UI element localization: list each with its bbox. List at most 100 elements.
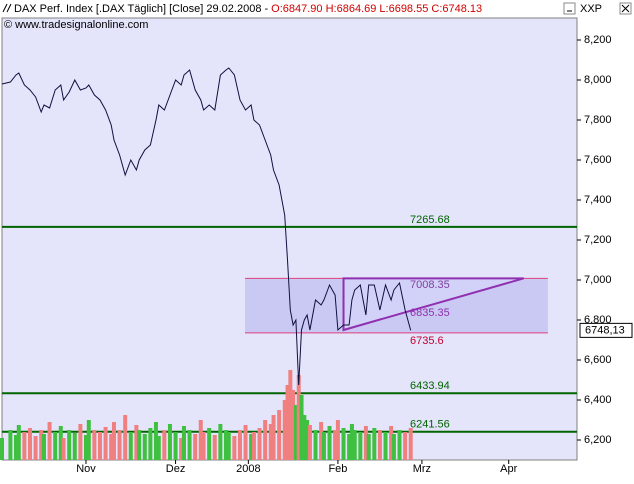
volume-bar bbox=[307, 425, 312, 460]
volume-bar bbox=[305, 420, 310, 460]
volume-bar bbox=[58, 426, 63, 460]
volume-bar bbox=[363, 426, 368, 460]
volume-bar bbox=[179, 438, 184, 460]
volume-bar bbox=[22, 432, 27, 460]
minimize-button[interactable] bbox=[563, 2, 576, 15]
volume-bar bbox=[349, 424, 354, 460]
y-tick-label: 6,200 bbox=[584, 434, 612, 446]
volume-bar bbox=[198, 420, 203, 460]
triangle bbox=[342, 277, 525, 332]
y-tick-label: 7,200 bbox=[584, 234, 612, 246]
volume-bar bbox=[137, 430, 142, 460]
box-top-label: 7008.35 bbox=[410, 279, 450, 291]
volume-bar bbox=[285, 385, 290, 460]
y-tick-label: 7,600 bbox=[584, 154, 612, 166]
y-tick-label: 7,400 bbox=[584, 194, 612, 206]
volume-bar bbox=[341, 428, 346, 460]
volume-bar bbox=[366, 434, 371, 460]
volume-bar bbox=[299, 395, 304, 460]
level-label: 6241.56 bbox=[410, 419, 450, 431]
volume-bar bbox=[232, 436, 237, 460]
price-line bbox=[1, 67, 412, 386]
volume-bar bbox=[263, 420, 268, 460]
x-tick-label: Feb bbox=[328, 463, 347, 475]
volume-bar bbox=[61, 438, 66, 460]
volume-bar bbox=[389, 426, 394, 460]
volume-bar bbox=[0, 438, 4, 460]
x-tick-label: Apr bbox=[500, 463, 517, 475]
x-tick-label: 2008 bbox=[236, 463, 260, 475]
volume-bar bbox=[296, 375, 301, 460]
level-label: 7265.68 bbox=[410, 214, 450, 226]
volume-bar bbox=[97, 432, 102, 460]
y-tick-label: 6,600 bbox=[584, 354, 612, 366]
volume-bar bbox=[111, 422, 116, 460]
chart-icon bbox=[2, 3, 12, 13]
volume-bar bbox=[347, 434, 352, 460]
volume-bar bbox=[67, 430, 72, 460]
y-tick-label: 8,000 bbox=[584, 74, 612, 86]
volume-bar bbox=[372, 428, 377, 460]
volume-bar bbox=[335, 420, 340, 460]
volume-bar bbox=[78, 424, 83, 460]
volume-bar bbox=[377, 430, 382, 460]
volume-bar bbox=[193, 434, 198, 460]
y-tick-label: 8,200 bbox=[584, 34, 612, 46]
price-tag-label: 6748,13 bbox=[585, 324, 625, 336]
volume-bar bbox=[218, 424, 223, 460]
volume-bar bbox=[27, 428, 32, 460]
box-bottom-label: 6735.6 bbox=[410, 335, 444, 347]
volume-bar bbox=[226, 432, 231, 460]
volume-bar bbox=[319, 422, 324, 460]
layer: 7265.68 6433.94 6241.56 7008.35 6735.6 6835.3… bbox=[0, 34, 633, 475]
volume-bar bbox=[352, 430, 357, 460]
y-tick-label: 7,800 bbox=[584, 114, 612, 126]
volume-bar bbox=[268, 424, 273, 460]
volume-bar bbox=[302, 415, 307, 460]
volume-bar bbox=[83, 435, 88, 460]
y-tick-label: 7,000 bbox=[584, 274, 612, 286]
volume-bar bbox=[134, 425, 139, 460]
volume-bar bbox=[249, 434, 254, 460]
volume-bar bbox=[103, 427, 108, 460]
volume-bar bbox=[223, 430, 228, 460]
volume-bar bbox=[53, 432, 58, 460]
symbol-label: XXP bbox=[580, 3, 602, 15]
volume-bar bbox=[86, 420, 91, 460]
volume-bar bbox=[282, 400, 287, 460]
chart-title: DAX Perf. Index [.DAX Täglich] [Close] 2… bbox=[14, 3, 268, 15]
x-tick-label: Nov bbox=[76, 463, 96, 475]
volume-bar bbox=[47, 422, 52, 460]
volume-bar bbox=[321, 432, 326, 460]
volume-bar bbox=[293, 405, 298, 460]
close-icon bbox=[621, 4, 630, 13]
volume-bar bbox=[288, 370, 293, 460]
volume-bar bbox=[156, 436, 161, 460]
volume-bar bbox=[128, 432, 133, 460]
volume-bar bbox=[327, 426, 332, 460]
volume-bar bbox=[271, 415, 276, 460]
volume-bar bbox=[33, 436, 38, 460]
volume-bar bbox=[313, 430, 318, 460]
volume-bar bbox=[181, 426, 186, 460]
volume-bar bbox=[167, 424, 172, 460]
volume-bar bbox=[16, 425, 21, 460]
volume-bar bbox=[237, 430, 242, 460]
volume-bar bbox=[251, 432, 256, 460]
y-tick-label: 6,400 bbox=[584, 394, 612, 406]
chart-subtitle: © www.tradesignalonline.com bbox=[4, 19, 148, 31]
volume-bar bbox=[142, 434, 147, 460]
volume-bar bbox=[153, 422, 158, 460]
volume-bar bbox=[212, 435, 217, 460]
volume-bar bbox=[243, 425, 248, 460]
volume-bar bbox=[8, 430, 13, 460]
volume-bar bbox=[257, 428, 262, 460]
volume-bar bbox=[162, 430, 167, 460]
volume-bar bbox=[72, 433, 77, 460]
level-label: 6433.94 bbox=[410, 380, 450, 392]
volume-bar bbox=[277, 410, 282, 460]
volume-bar bbox=[291, 390, 296, 460]
volume-bar bbox=[13, 435, 18, 460]
volume-bar bbox=[39, 430, 44, 460]
